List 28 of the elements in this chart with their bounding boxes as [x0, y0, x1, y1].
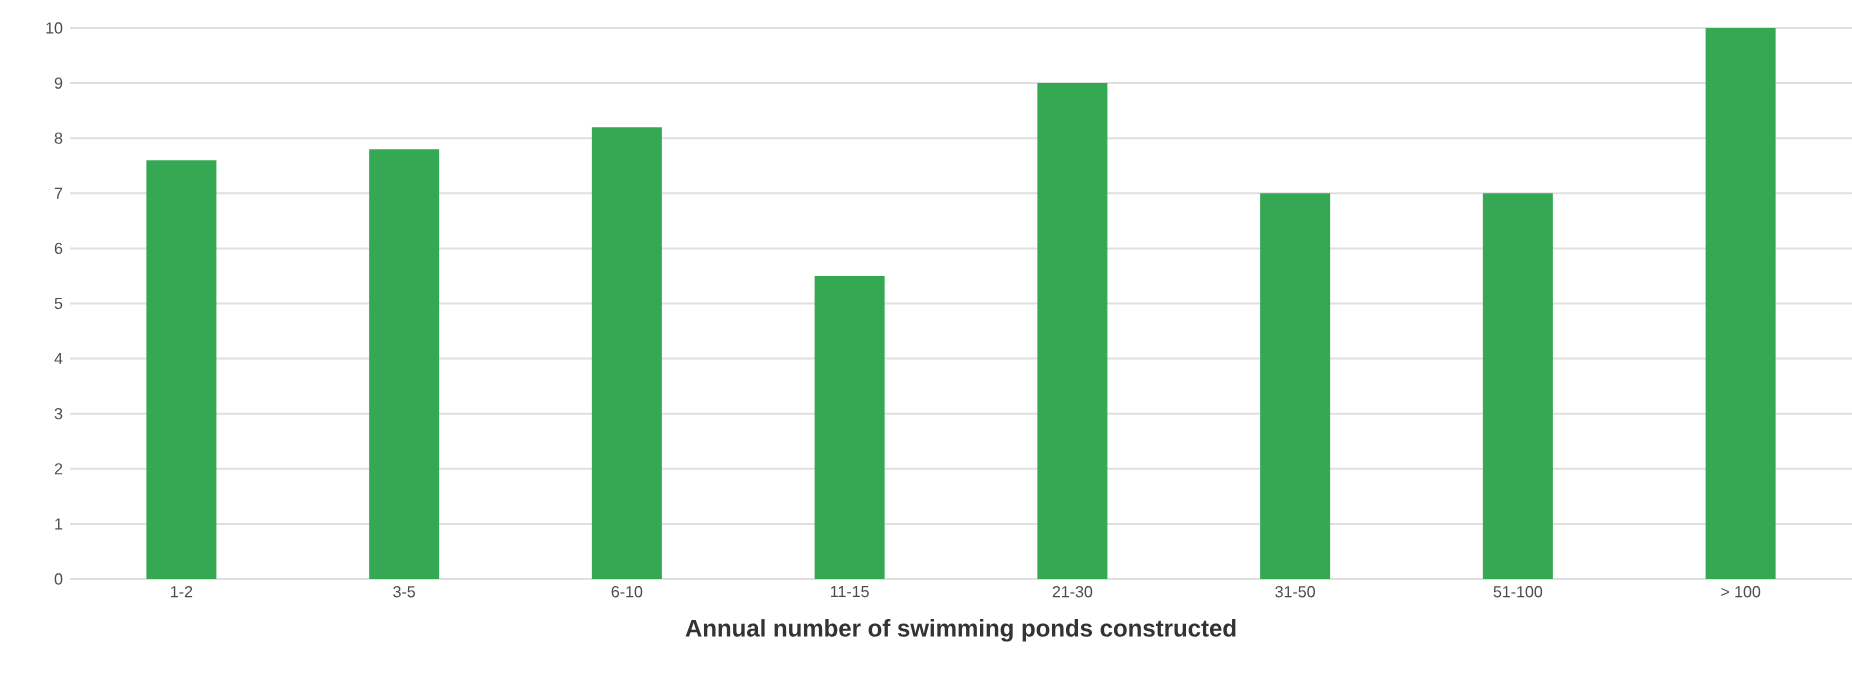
x-tick-label: 31-50	[1275, 586, 1315, 598]
y-tick-label: 8	[54, 132, 63, 144]
x-tick-label: 3-5	[393, 586, 416, 598]
x-tick-label: 51-100	[1493, 586, 1543, 598]
y-tick-label: 1	[55, 518, 63, 530]
x-axis-title: Annual number of swimming ponds constructed	[685, 619, 1236, 642]
x-tick-label: 11-15	[830, 586, 869, 598]
y-tick-label: 5	[54, 297, 63, 310]
x-tick-label: > 100	[1721, 586, 1761, 598]
bar	[1260, 193, 1331, 579]
x-tick-label: 6-10	[611, 586, 643, 598]
bar	[1705, 27, 1776, 579]
y-tick-label: 2	[54, 463, 63, 475]
y-tick-label: 10	[46, 22, 63, 34]
bar	[1037, 83, 1108, 579]
y-tick-label: 4	[54, 353, 63, 365]
y-tick-label: 3	[54, 408, 63, 420]
y-tick-label: 0	[54, 573, 63, 585]
y-tick-label: 9	[54, 77, 63, 89]
bar	[369, 149, 440, 579]
y-tick-label: 7	[54, 187, 63, 199]
bar	[814, 275, 885, 579]
y-tick-label: 6	[54, 242, 63, 255]
bar	[591, 127, 662, 579]
x-tick-label: 1-2	[171, 586, 193, 598]
bar	[146, 160, 217, 579]
x-tick-label: 21-30	[1052, 586, 1093, 598]
bar	[1482, 193, 1553, 579]
